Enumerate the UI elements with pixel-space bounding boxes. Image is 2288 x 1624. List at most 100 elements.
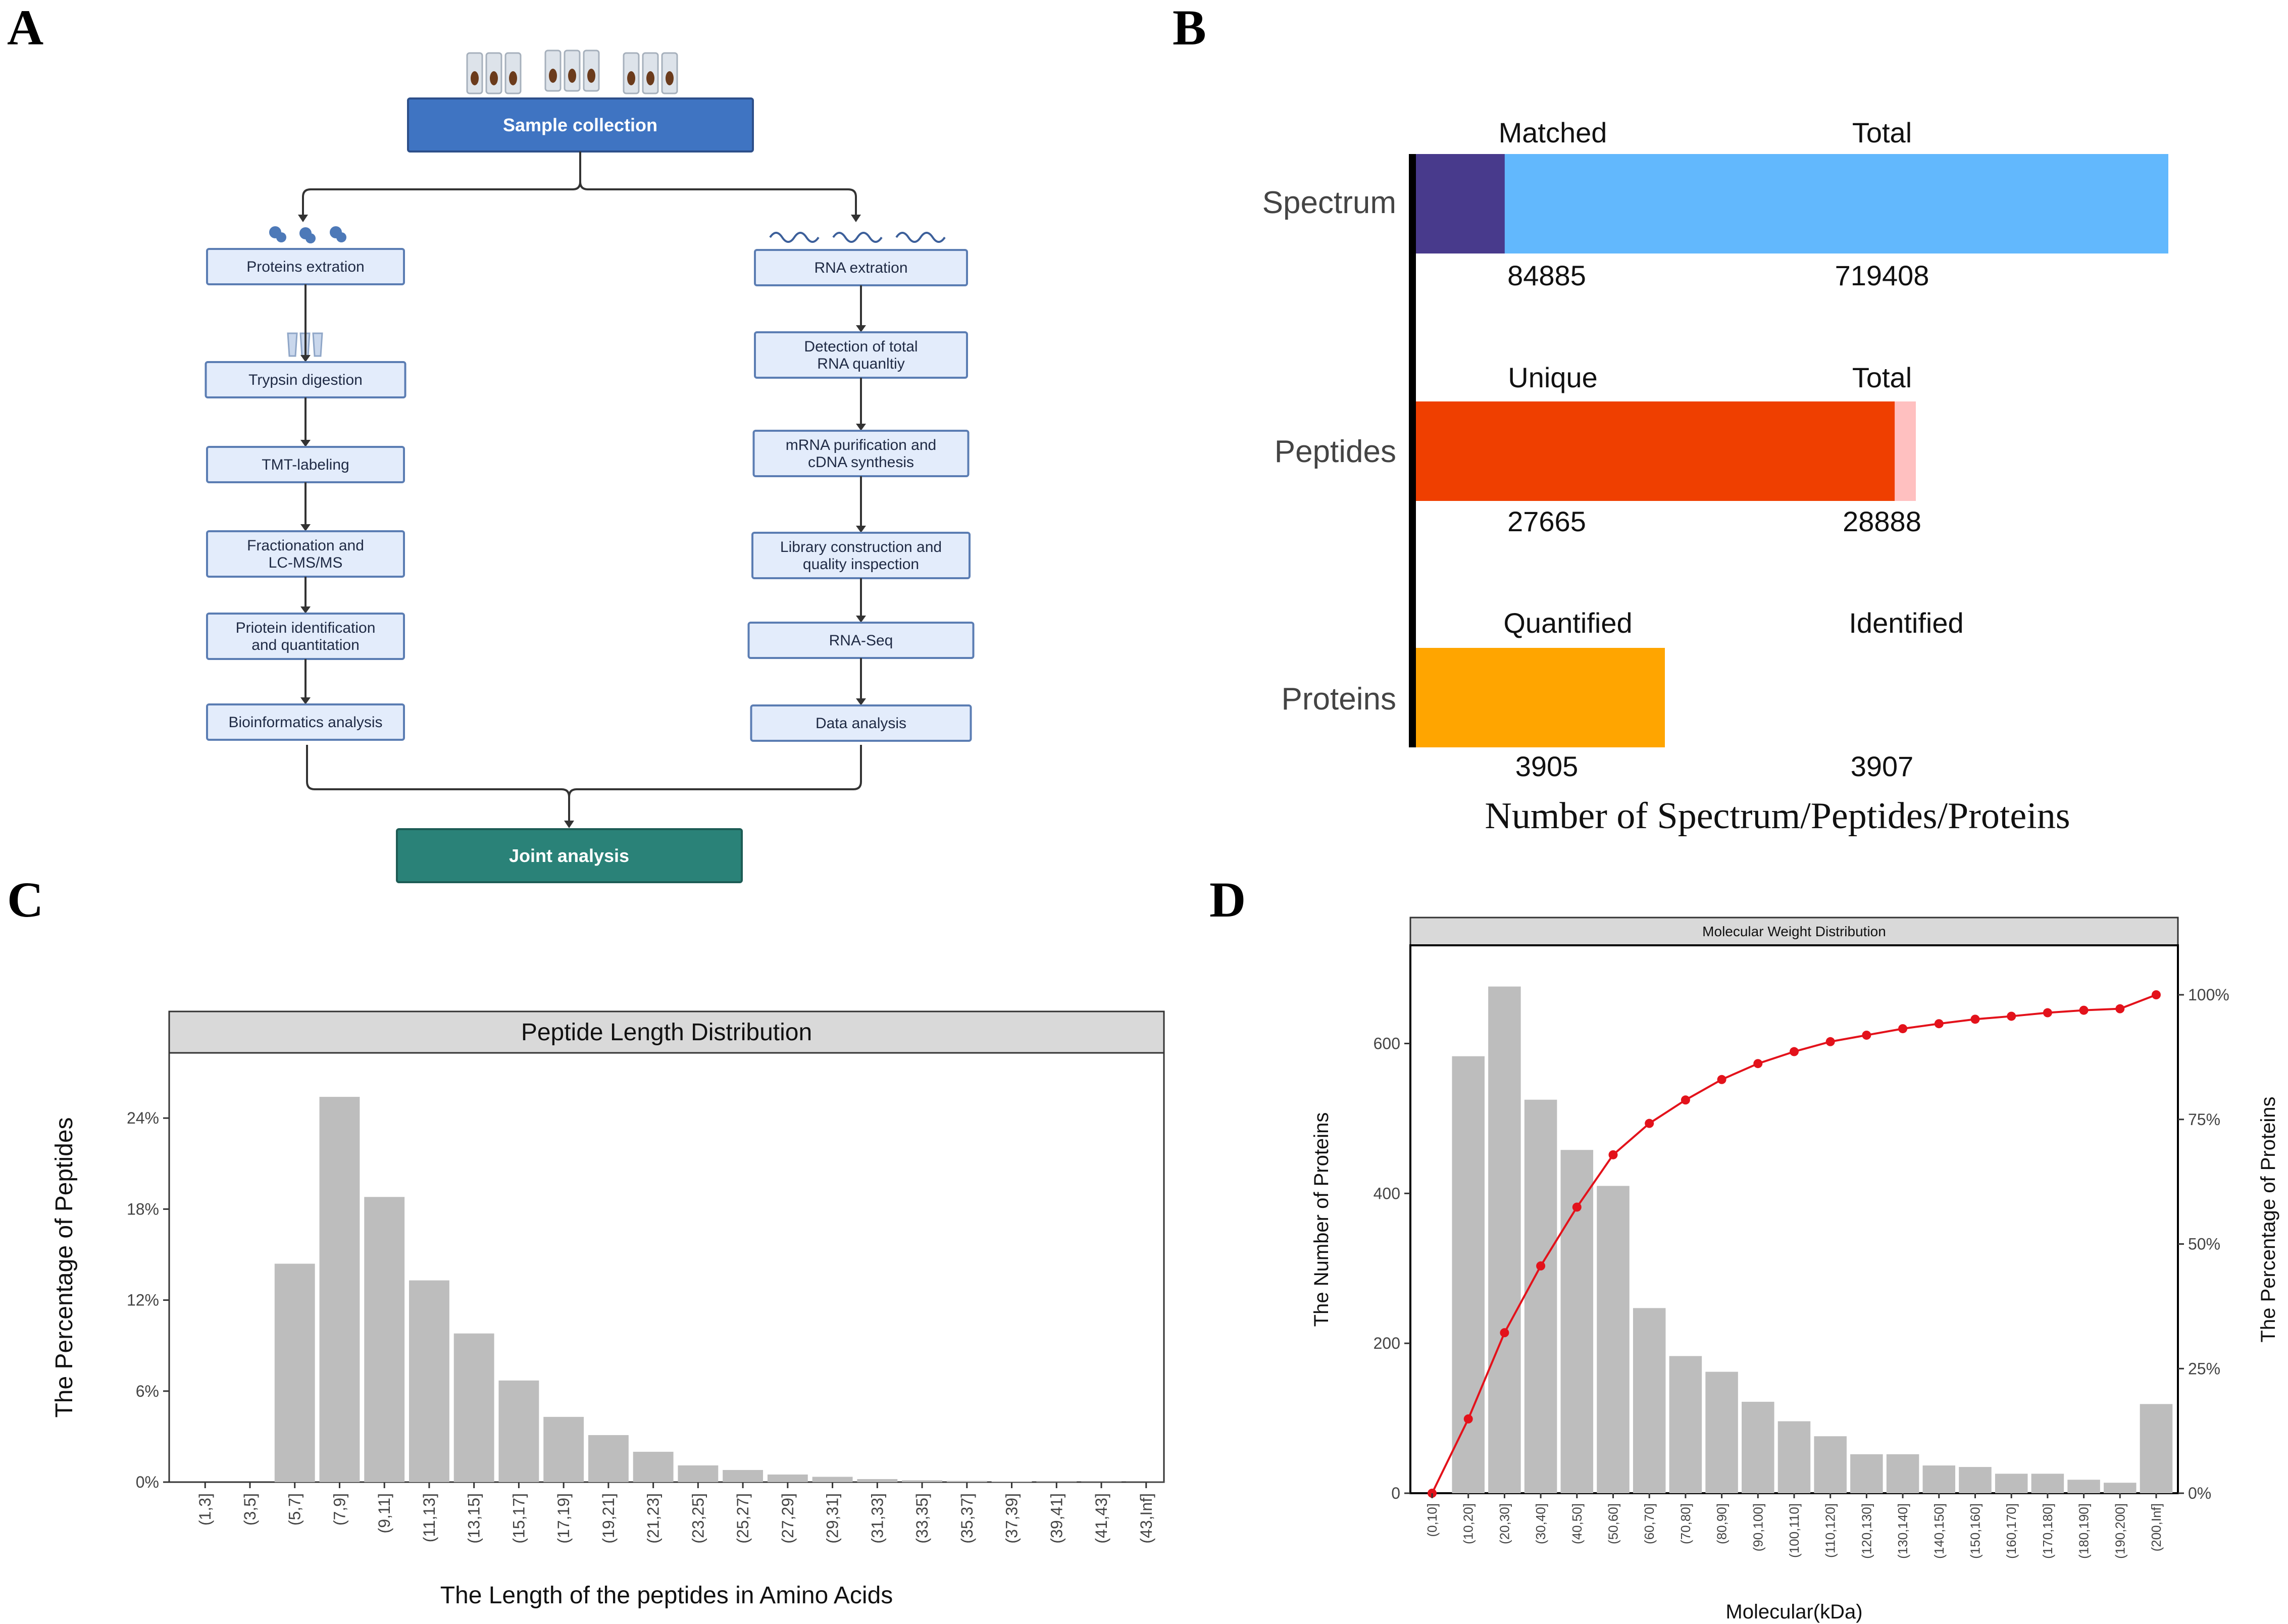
protein-arrowhead [300, 606, 311, 614]
x-tick-label: (60,70] [1642, 1503, 1657, 1544]
value-a-label: 3905 [1515, 750, 1579, 782]
y-tick-label: 600 [1374, 1034, 1400, 1052]
x-tick-label: (5,7] [286, 1493, 304, 1526]
x-tick-label: (19,21] [599, 1493, 618, 1544]
y-tick-label: 0 [1391, 1484, 1400, 1502]
protein-step-box [206, 703, 405, 741]
protein-arrowhead [300, 440, 311, 447]
x-tick-label: (120,130] [1859, 1503, 1874, 1559]
x-tick-label: (35,37] [958, 1493, 976, 1544]
bar [678, 1465, 719, 1482]
bar [633, 1451, 674, 1482]
bar [498, 1380, 539, 1482]
series-a-label: Matched [1499, 117, 1607, 148]
value-b-label: 28888 [1843, 505, 1921, 537]
rna-arrowhead [856, 698, 866, 705]
bar [1524, 1099, 1557, 1493]
rna-strand-icon [769, 232, 946, 243]
cumulative-point [1753, 1059, 1763, 1069]
bar [991, 1481, 1032, 1482]
x-tick-label: (190,200] [2112, 1503, 2127, 1559]
y-tick-label: 0% [136, 1473, 159, 1491]
protein-icon [269, 226, 346, 243]
x-tick-label: (0,10] [1425, 1503, 1440, 1537]
x-axis-title: Number of Spectrum/Peptides/Proteins [1485, 795, 2070, 837]
x-tick-label: (180,190] [2076, 1503, 2092, 1559]
bar [274, 1263, 315, 1482]
y-tick-label: 12% [127, 1291, 159, 1309]
bar [1922, 1465, 1956, 1493]
x-axis-title: The Length of the peptides in Amino Acid… [440, 1582, 893, 1609]
bar [1742, 1401, 1774, 1493]
cumulative-point [1463, 1414, 1473, 1424]
rna-arrowhead [856, 424, 866, 431]
sample-tubes-icon [466, 49, 678, 94]
bar [1597, 1186, 1630, 1493]
bar [1850, 1454, 1883, 1493]
bar [1814, 1436, 1847, 1493]
y-axis-line [1409, 154, 1416, 747]
cumulative-point [2007, 1011, 2016, 1021]
x-tick-label: (7,9] [330, 1493, 348, 1526]
cumulative-point [1898, 1024, 1908, 1034]
x-tick-label: (90,100] [1750, 1503, 1765, 1551]
protein-step-label: Fractionation and [247, 537, 364, 554]
cumulative-point [1572, 1202, 1582, 1212]
cumulative-point [1825, 1037, 1835, 1046]
series-b-label: Total [1852, 117, 1912, 148]
x-tick-label: (3,5] [241, 1493, 259, 1526]
cumulative-point [1681, 1095, 1690, 1105]
y2-tick-label: 50% [2188, 1235, 2220, 1253]
x-tick-label: (160,170] [2004, 1503, 2019, 1559]
x-tick-label: (43,Inf] [1137, 1493, 1155, 1544]
series-b-label: Identified [1849, 607, 1963, 639]
bar [2067, 1480, 2100, 1493]
bar [319, 1097, 360, 1482]
y-tick-label: 18% [127, 1200, 159, 1218]
value-a-label: 27665 [1507, 505, 1586, 537]
y2-tick-label: 25% [2188, 1359, 2220, 1378]
y-tick-label: 400 [1374, 1184, 1400, 1202]
x-tick-label: (50,60] [1606, 1503, 1621, 1544]
cumulative-point [2079, 1005, 2089, 1015]
merge-connector-left [306, 745, 570, 823]
rna-step-label: cDNA synthesis [808, 454, 914, 471]
y2-axis-title: The Percentage of Proteins [2257, 1097, 2279, 1343]
cumulative-point [2151, 990, 2161, 999]
y-tick-label: 6% [136, 1382, 159, 1400]
joint-analysis-box [396, 828, 743, 883]
panel-label-d: D [1209, 872, 1246, 928]
panel-label-b: B [1173, 0, 1206, 56]
y2-tick-label: 0% [2188, 1484, 2211, 1502]
rna-step-label: mRNA purification and [786, 437, 936, 453]
bar [1777, 1421, 1811, 1493]
cumulative-point [1934, 1019, 1944, 1029]
value-b-label: 719408 [1835, 260, 1929, 291]
x-tick-label: (10,20] [1461, 1503, 1476, 1544]
x-tick-label: (13,15] [465, 1493, 483, 1544]
protein-step-label: TMT-labeling [262, 456, 349, 473]
bar [902, 1480, 942, 1482]
bar [2031, 1474, 2064, 1493]
bar-part-peptides [1416, 401, 1895, 501]
joint-analysis-label: Joint analysis [509, 845, 629, 866]
x-tick-label: (80,90] [1714, 1503, 1730, 1544]
protein-step-label: Bioinformatics analysis [228, 714, 382, 731]
protein-step-label: LC-MS/MS [269, 554, 343, 571]
bar [723, 1469, 764, 1482]
series-a-label: Quantified [1503, 607, 1632, 639]
protein-arrowhead [300, 524, 311, 531]
x-tick-label: (150,160] [1967, 1503, 1982, 1559]
rna-step-label: RNA-Seq [829, 632, 893, 649]
plot-panel [168, 1052, 1165, 1483]
rna-step-label: Library construction and [780, 539, 942, 555]
category-label: Peptides [1275, 434, 1396, 469]
cumulative-point [1645, 1119, 1654, 1128]
protein-step-label: Proteins extration [246, 259, 364, 275]
y-tick-label: 200 [1374, 1334, 1400, 1352]
bar [767, 1474, 808, 1482]
bar [543, 1416, 584, 1482]
bar-part-proteins [1416, 648, 1665, 747]
rna-step-label: Data analysis [816, 715, 906, 732]
cumulative-point [1608, 1150, 1618, 1159]
